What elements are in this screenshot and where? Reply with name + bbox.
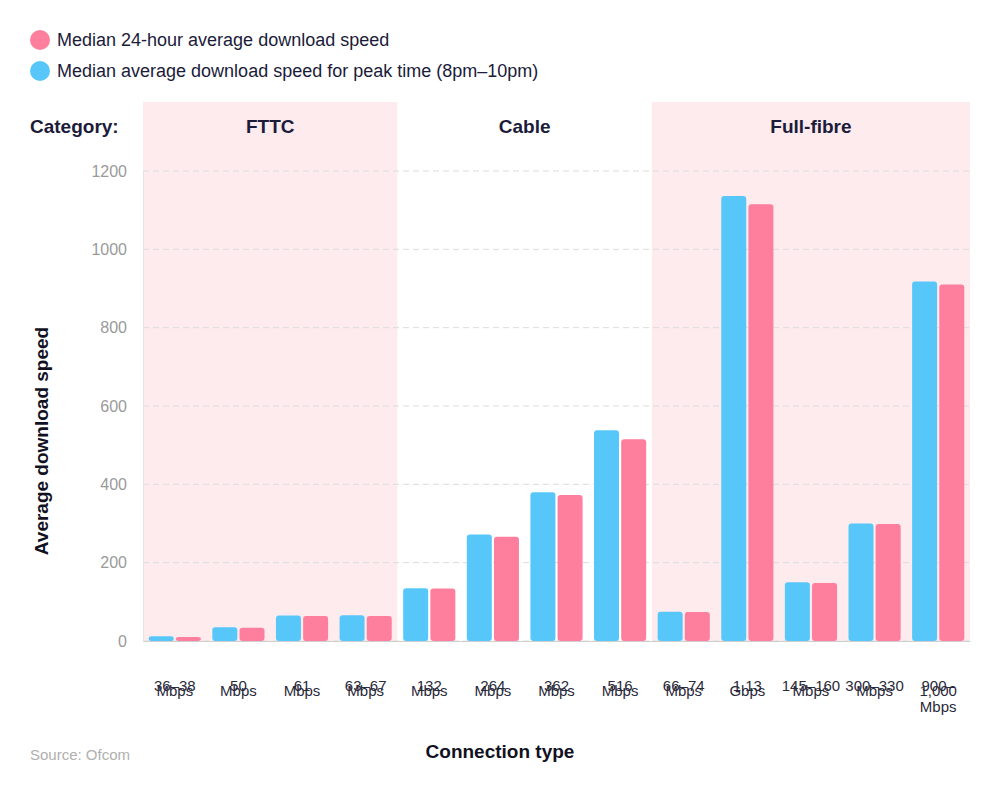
x-tick-label: 63–67Mbps — [345, 677, 387, 699]
chart: FTTC Cable Full-fibre Category: 0 200 400 600 80… — [0, 0, 1000, 790]
group-label: Full-fibre — [770, 116, 851, 137]
grid-line — [143, 562, 970, 563]
x-tick-label: 145–160Mbps — [782, 677, 840, 699]
x-tick: 36–38Mbps — [154, 641, 196, 699]
bar — [240, 628, 265, 641]
bars — [149, 196, 965, 641]
grid-line — [143, 327, 970, 328]
x-tick-label: 36–38Mbps — [154, 677, 196, 699]
category-groups: FTTC Cable Full-fibre — [143, 102, 970, 641]
x-tick-label: 1.13Gbps — [729, 677, 765, 699]
bar — [621, 439, 646, 641]
x-tick: 50Mbps — [220, 641, 257, 699]
bar — [912, 281, 937, 641]
group-band — [652, 102, 970, 641]
bar — [149, 636, 174, 641]
x-tick: 264Mbps — [475, 641, 512, 699]
x-tick: 66–74Mbps — [663, 641, 705, 699]
grid-line — [143, 171, 970, 172]
x-tick-label: 900–1,000Mbps — [919, 677, 957, 715]
x-tick-label: 300–330Mbps — [845, 677, 903, 699]
bar — [494, 537, 519, 641]
bar — [812, 583, 837, 641]
x-tick-label: 362Mbps — [538, 677, 575, 699]
x-tick: 63–67Mbps — [345, 641, 387, 699]
x-tick: 132Mbps — [411, 641, 448, 699]
y-tick: 200 — [100, 554, 143, 571]
y-tick-label: 400 — [100, 476, 127, 493]
x-axis-title: Connection type — [426, 741, 575, 762]
grid-line — [143, 641, 970, 642]
bar — [340, 615, 365, 641]
x-tick: 145–160Mbps — [782, 641, 840, 699]
x-tick-label: 50Mbps — [220, 677, 257, 699]
x-tick: 900–1,000Mbps — [919, 641, 957, 715]
x-tick-label: 132Mbps — [411, 677, 448, 699]
bar — [876, 524, 901, 641]
bar — [367, 616, 392, 641]
x-axis-line — [144, 641, 971, 642]
x-tick: 300–330Mbps — [845, 641, 903, 699]
y-tick: 0 — [118, 633, 143, 650]
y-tick-label: 200 — [100, 554, 127, 571]
bar — [685, 612, 710, 641]
y-tick: 600 — [100, 398, 143, 415]
y-axis: 0 200 400 600 800 1000 1200 — [91, 163, 143, 650]
x-tick: 1.13Gbps — [729, 641, 765, 699]
x-tick-label: 264Mbps — [475, 677, 512, 699]
group-band — [143, 102, 397, 641]
legend: Median 24-hour average download speed Med… — [30, 30, 538, 81]
y-tick-label: 0 — [118, 633, 127, 650]
bar — [403, 588, 428, 641]
grid — [143, 171, 970, 641]
group-label: FTTC — [246, 116, 295, 137]
bar — [430, 589, 455, 641]
bar — [467, 534, 492, 641]
x-tick: 362Mbps — [538, 641, 575, 699]
bar — [848, 524, 873, 642]
bar — [721, 196, 746, 641]
x-tick: 61Mbps — [284, 641, 321, 699]
bar — [748, 204, 773, 641]
x-tick-label: 66–74Mbps — [663, 677, 705, 699]
group-label: Cable — [499, 116, 551, 137]
bar — [176, 637, 201, 641]
bar — [594, 430, 619, 641]
bar — [276, 616, 301, 641]
source: Source: Ofcom — [30, 746, 130, 763]
legend-label: Median 24-hour average download speed — [57, 30, 389, 50]
legend-label: Median average download speed for peak t… — [57, 61, 538, 81]
x-tick-label: 516Mbps — [602, 677, 639, 699]
y-tick: 800 — [100, 319, 143, 336]
legend-marker — [30, 30, 50, 50]
y-axis-title: Average download speed — [31, 327, 52, 555]
y-tick-label: 1200 — [91, 163, 127, 180]
grid-line — [143, 249, 970, 250]
y-tick: 1200 — [91, 163, 143, 180]
y-tick-label: 1000 — [91, 241, 127, 258]
bar — [530, 492, 555, 641]
y-tick: 400 — [100, 476, 143, 493]
bar — [558, 495, 583, 641]
bar — [658, 612, 683, 641]
x-tick: 516Mbps — [602, 641, 639, 699]
bar — [939, 285, 964, 641]
grid-line — [143, 406, 970, 407]
bar — [785, 582, 810, 641]
group-title: Category: — [30, 116, 119, 137]
bar — [212, 627, 237, 641]
y-tick-label: 800 — [100, 319, 127, 336]
x-tick-label: 61Mbps — [284, 677, 321, 699]
bar — [303, 616, 328, 641]
y-tick-label: 600 — [100, 398, 127, 415]
y-tick: 1000 — [91, 241, 143, 258]
grid-line — [143, 484, 970, 485]
x-axis: 36–38Mbps 50Mbps 61Mbps 63–67Mbps 132Mbps 264… — [144, 641, 971, 715]
legend-marker — [30, 61, 50, 81]
y-axis-line — [143, 172, 144, 642]
